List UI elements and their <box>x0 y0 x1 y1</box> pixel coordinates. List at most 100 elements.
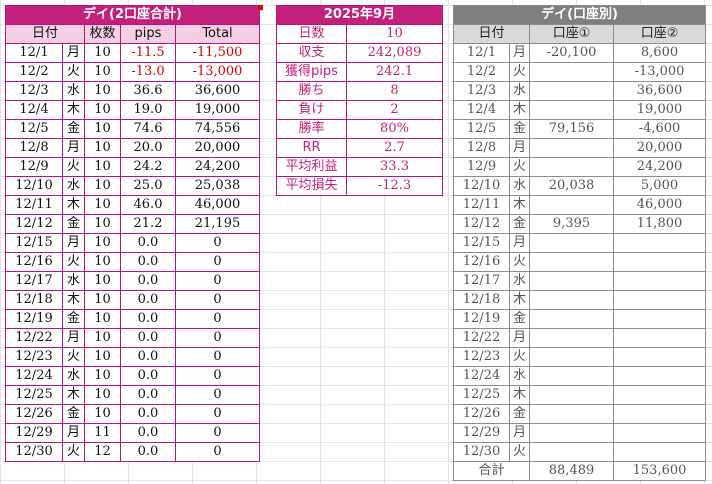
header-total[interactable]: Total <box>175 24 260 44</box>
header-account-2[interactable]: 口座② <box>613 24 707 44</box>
weekday-cell[interactable]: 水 <box>62 176 85 196</box>
account-1-cell[interactable] <box>529 157 615 177</box>
pips-cell[interactable]: 0.0 <box>120 309 176 329</box>
weekday-cell[interactable]: 水 <box>508 366 531 386</box>
account-1-cell[interactable]: 9,395 <box>529 214 615 234</box>
date-cell[interactable]: 12/15 <box>453 233 510 253</box>
account-2-cell[interactable]: 11,800 <box>613 214 707 234</box>
date-cell[interactable]: 12/4 <box>453 100 510 120</box>
account-1-cell[interactable] <box>529 138 615 158</box>
weekday-cell[interactable]: 木 <box>62 290 85 310</box>
pips-cell[interactable]: 0.0 <box>120 252 176 272</box>
stat-label[interactable]: 獲得pips <box>276 62 347 82</box>
date-cell[interactable]: 12/17 <box>453 271 510 291</box>
total-cell[interactable]: 25,038 <box>175 176 260 196</box>
weekday-cell[interactable]: 水 <box>508 81 531 101</box>
account-2-cell[interactable]: 46,000 <box>613 195 707 215</box>
pips-cell[interactable]: 21.2 <box>120 214 176 234</box>
weekday-cell[interactable]: 木 <box>508 195 531 215</box>
account-1-cell[interactable]: 20,038 <box>529 176 615 196</box>
total-cell[interactable]: 24,200 <box>175 157 260 177</box>
date-cell[interactable]: 12/24 <box>5 366 63 386</box>
stat-value[interactable]: -12.3 <box>346 176 443 196</box>
account-1-cell[interactable] <box>529 100 615 120</box>
weekday-cell[interactable]: 月 <box>508 43 531 63</box>
date-cell[interactable]: 12/11 <box>5 195 63 215</box>
stat-label[interactable]: 収支 <box>276 43 347 63</box>
stats-title[interactable]: 2025年9月 <box>276 5 443 25</box>
stat-value[interactable]: 10 <box>346 24 443 44</box>
total-cell[interactable]: 0 <box>175 271 260 291</box>
account-2-cell[interactable] <box>613 252 707 272</box>
sum-account-2[interactable]: 153,600 <box>613 461 707 481</box>
lots-cell[interactable]: 10 <box>84 328 121 348</box>
account-2-cell[interactable]: -4,600 <box>613 119 707 139</box>
total-cell[interactable]: -13,000 <box>175 62 260 82</box>
account-2-cell[interactable] <box>613 385 707 405</box>
weekday-cell[interactable]: 木 <box>62 195 85 215</box>
lots-cell[interactable]: 10 <box>84 385 121 405</box>
total-cell[interactable]: 21,195 <box>175 214 260 234</box>
stat-value[interactable]: 2.7 <box>346 138 443 158</box>
account-1-cell[interactable]: -20,100 <box>529 43 615 63</box>
account-2-cell[interactable] <box>613 328 707 348</box>
lots-cell[interactable]: 10 <box>84 404 121 424</box>
total-cell[interactable]: 0 <box>175 233 260 253</box>
date-cell[interactable]: 12/8 <box>5 138 63 158</box>
weekday-cell[interactable]: 火 <box>62 442 85 462</box>
stat-value[interactable]: 242.1 <box>346 62 443 82</box>
weekday-cell[interactable]: 水 <box>62 81 85 101</box>
date-cell[interactable]: 12/11 <box>453 195 510 215</box>
date-cell[interactable]: 12/10 <box>453 176 510 196</box>
weekday-cell[interactable]: 月 <box>62 423 85 443</box>
weekday-cell[interactable]: 水 <box>508 176 531 196</box>
stat-label[interactable]: 勝率 <box>276 119 347 139</box>
weekday-cell[interactable]: 金 <box>62 119 85 139</box>
total-cell[interactable]: 74,556 <box>175 119 260 139</box>
lots-cell[interactable]: 10 <box>84 309 121 329</box>
account-2-cell[interactable] <box>613 233 707 253</box>
header-date[interactable]: 日付 <box>452 24 531 44</box>
total-cell[interactable]: 46,000 <box>175 195 260 215</box>
date-cell[interactable]: 12/24 <box>453 366 510 386</box>
pips-cell[interactable]: 0.0 <box>120 404 176 424</box>
date-cell[interactable]: 12/3 <box>453 81 510 101</box>
weekday-cell[interactable]: 火 <box>62 157 85 177</box>
weekday-cell[interactable]: 金 <box>508 309 531 329</box>
account-1-cell[interactable] <box>529 366 615 386</box>
stat-value[interactable]: 33.3 <box>346 157 443 177</box>
account-1-cell[interactable] <box>529 442 615 462</box>
date-cell[interactable]: 12/15 <box>5 233 63 253</box>
date-cell[interactable]: 12/25 <box>5 385 63 405</box>
total-cell[interactable]: 20,000 <box>175 138 260 158</box>
date-cell[interactable]: 12/25 <box>453 385 510 405</box>
lots-cell[interactable]: 10 <box>84 100 121 120</box>
account-1-cell[interactable] <box>529 290 615 310</box>
lots-cell[interactable]: 10 <box>84 214 121 234</box>
date-cell[interactable]: 12/5 <box>453 119 510 139</box>
sum-label[interactable]: 合計 <box>452 461 531 481</box>
weekday-cell[interactable]: 金 <box>508 404 531 424</box>
account-1-cell[interactable] <box>529 404 615 424</box>
header-lots[interactable]: 枚数 <box>84 24 121 44</box>
account-1-cell[interactable] <box>529 62 615 82</box>
weekday-cell[interactable]: 木 <box>62 385 85 405</box>
lots-cell[interactable]: 10 <box>84 81 121 101</box>
account-1-cell[interactable]: 79,156 <box>529 119 615 139</box>
lots-cell[interactable]: 10 <box>84 366 121 386</box>
account-2-cell[interactable] <box>613 347 707 367</box>
account-2-cell[interactable]: 8,600 <box>613 43 707 63</box>
date-cell[interactable]: 12/18 <box>5 290 63 310</box>
weekday-cell[interactable]: 火 <box>508 252 531 272</box>
account-1-cell[interactable] <box>529 195 615 215</box>
account-2-cell[interactable]: -13,000 <box>613 62 707 82</box>
date-cell[interactable]: 12/3 <box>5 81 63 101</box>
lots-cell[interactable]: 10 <box>84 252 121 272</box>
weekday-cell[interactable]: 月 <box>508 328 531 348</box>
date-cell[interactable]: 12/5 <box>5 119 63 139</box>
account-2-cell[interactable] <box>613 442 707 462</box>
stat-label[interactable]: 勝ち <box>276 81 347 101</box>
weekday-cell[interactable]: 月 <box>62 328 85 348</box>
account-2-cell[interactable] <box>613 404 707 424</box>
date-cell[interactable]: 12/30 <box>5 442 63 462</box>
